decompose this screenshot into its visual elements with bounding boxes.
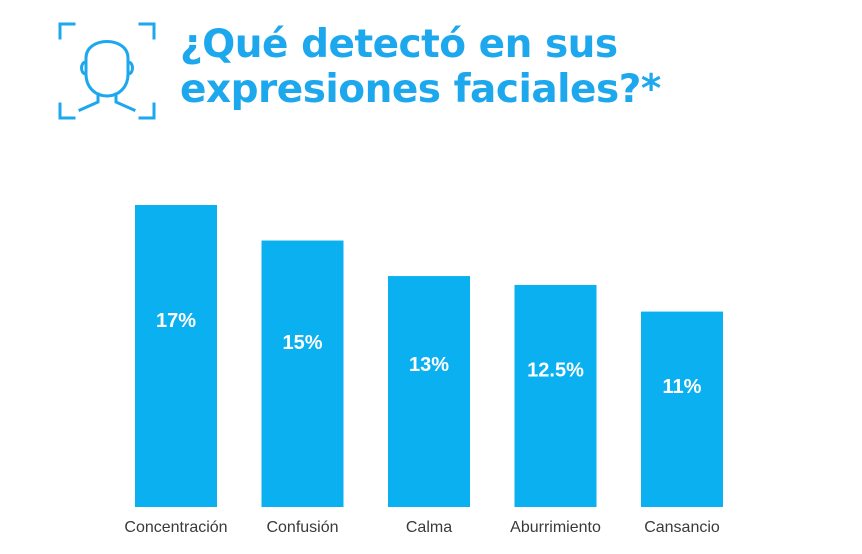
bar-value-label-2: 13% [409,354,449,376]
title-line-1: ¿Qué detectó en sus [180,22,618,67]
bar-value-label-4: 11% [663,376,702,398]
bar-0 [135,205,217,507]
bar-chart: 17% Concentración 15% Confusión 13% Calma 12.5… [124,205,723,536]
category-label-4: Cansancio [644,519,720,536]
bar-value-label-3: 12.5% [527,359,584,381]
header: ¿Qué detectó en sus expresiones faciales… [0,0,862,140]
face-scan-icon [58,22,156,120]
bar-4 [641,311,723,507]
category-label-1: Confusión [266,519,338,536]
bar-3 [514,284,597,507]
bar-1 [261,240,344,507]
category-label-2: Calma [406,519,452,536]
page-title: ¿Qué detectó en sus expresiones faciales… [180,22,850,112]
title-line-2: expresiones faciales?* [180,67,661,112]
bar-value-label-0: 17% [156,310,196,332]
category-label-0: Concentración [124,519,227,536]
category-label-3: Aburrimiento [510,519,601,536]
bar-2 [388,276,470,507]
bar-value-label-1: 15% [282,332,322,354]
